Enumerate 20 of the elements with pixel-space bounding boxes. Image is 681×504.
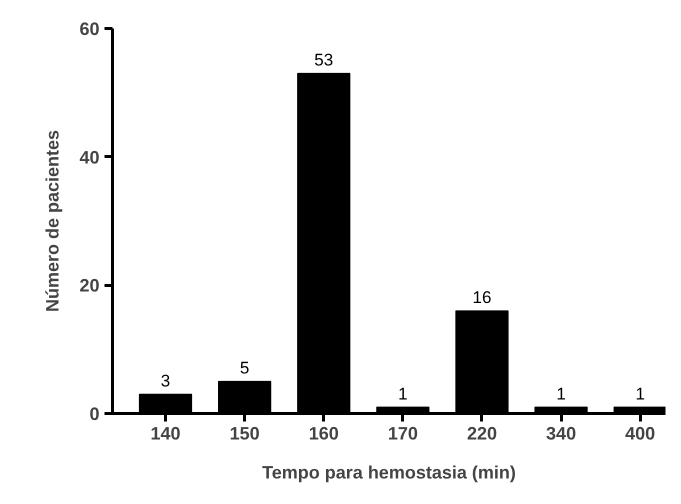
data-label: 1 bbox=[635, 384, 645, 404]
y-tick-label: 20 bbox=[79, 276, 100, 296]
data-label: 1 bbox=[556, 384, 566, 404]
data-label: 53 bbox=[314, 50, 334, 70]
x-axis-title: Tempo para hemostasia (min) bbox=[262, 462, 516, 482]
data-label: 16 bbox=[472, 288, 492, 308]
x-tick-label: 170 bbox=[388, 424, 418, 444]
y-axis-title: Número de pacientes bbox=[42, 130, 62, 312]
data-label: 3 bbox=[160, 372, 170, 391]
x-tick-label: 140 bbox=[150, 424, 181, 444]
x-tick-label: 150 bbox=[230, 424, 260, 444]
y-tick-label: 40 bbox=[79, 147, 100, 168]
data-label: 5 bbox=[240, 358, 250, 378]
y-tick-label: 0 bbox=[89, 404, 100, 424]
x-tick-label: 220 bbox=[466, 424, 497, 444]
y-tick-label: 60 bbox=[79, 19, 100, 39]
x-tick-label: 340 bbox=[546, 424, 576, 444]
x-tick-label: 400 bbox=[625, 424, 656, 444]
data-label: 1 bbox=[398, 384, 408, 404]
x-tick-label: 160 bbox=[308, 424, 339, 444]
